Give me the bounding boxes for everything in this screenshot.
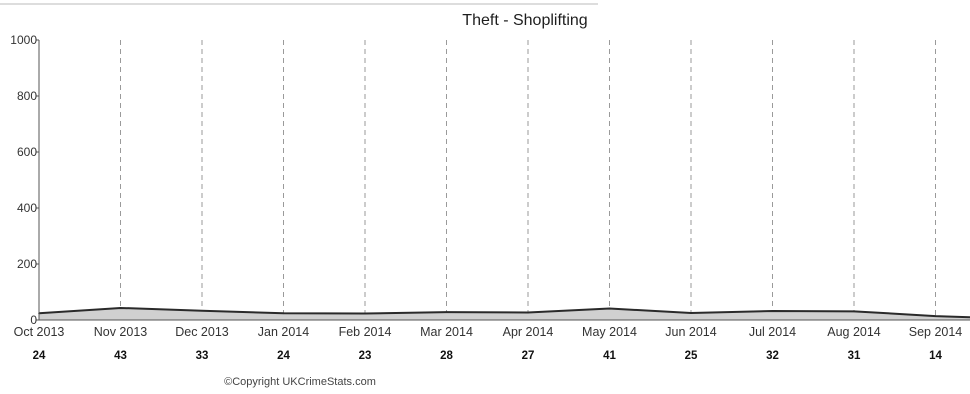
data-label: 23 [359,350,372,362]
data-label: 41 [603,350,616,362]
x-tick-label: Apr 2014 [503,325,554,339]
copyright-text: ©Copyright UKCrimeStats.com [224,376,376,388]
data-point [527,311,529,314]
data-label: 24 [33,350,46,362]
data-point [201,309,203,312]
count-row: 24 43 33 24 23 28 27 41 25 32 31 14 [33,350,943,362]
x-tick-label: Aug 2014 [827,325,881,339]
x-ticks: Oct 2013 Nov 2013 Dec 2013 Jan 2014 Feb 2014… [14,325,963,339]
data-label: 32 [766,350,779,362]
data-point [364,312,366,315]
series-area [39,307,970,320]
data-label: 14 [929,350,942,362]
x-tick-label: Nov 2013 [94,325,148,339]
x-tick-label: Mar 2014 [420,325,473,339]
data-point [282,312,285,315]
area-layer [38,306,970,320]
data-label: 43 [114,350,127,362]
data-label: 25 [685,350,698,362]
x-tick-label: Feb 2014 [339,325,392,339]
y-tick-label: 0 [30,313,37,327]
data-label: 31 [848,350,861,362]
x-tick-label: May 2014 [582,325,637,339]
x-tick-label: Oct 2013 [14,325,65,339]
x-tick-label: Dec 2013 [175,325,229,339]
x-tick-label: Sep 2014 [909,325,963,339]
x-tick-label: Jul 2014 [749,325,796,339]
data-point [771,310,774,312]
y-tick-label: 800 [17,89,37,103]
data-label: 24 [277,350,290,362]
data-point [608,307,611,310]
data-label: 28 [440,350,453,362]
data-point [119,307,122,309]
grid-lines [120,40,936,320]
data-point [934,315,937,317]
y-tick-label: 200 [17,257,37,271]
x-tick-label: Jan 2014 [258,325,309,339]
y-tick-label: 1000 [10,33,37,47]
y-ticks: 0 200 400 600 800 1000 [10,33,39,327]
data-point [853,310,855,313]
data-label: 27 [522,350,535,362]
data-point [445,311,448,313]
x-tick-label: Jun 2014 [665,325,716,339]
data-point [690,312,692,314]
y-tick-label: 400 [17,201,37,215]
y-tick-label: 600 [17,145,37,159]
data-label: 33 [196,350,209,362]
chart-title: Theft - Shoplifting [462,12,587,29]
